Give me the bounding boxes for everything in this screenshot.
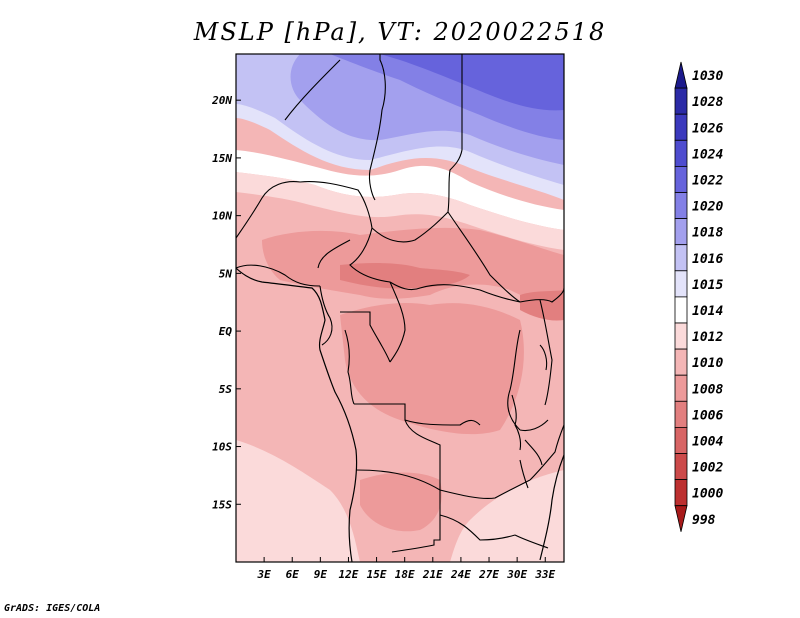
colorbar-label: 1020 (692, 200, 723, 215)
map-frame (235, 53, 565, 563)
lon-tick-label: 24E (450, 568, 471, 581)
field-1012-band (236, 172, 564, 250)
field-1006-region (340, 263, 470, 289)
lat-tick-label: 5S (219, 383, 233, 396)
pressure-field (236, 54, 564, 562)
map-title: MSLP [hPa], VT: 2020022518 (193, 18, 607, 46)
lon-tick-label: 6E (286, 568, 300, 581)
colorbar-swatch (674, 296, 688, 324)
lon-tick-label: 21E (422, 568, 443, 581)
colorbar-swatch (674, 113, 688, 141)
colorbar-label: 1006 (692, 408, 723, 423)
lon-tick-label: 27E (478, 568, 499, 581)
colorbar-swatch (674, 426, 688, 454)
lon-tick-label: 18E (395, 568, 415, 581)
colorbar-label: 1000 (692, 487, 723, 502)
lat-tick-label: 15N (212, 152, 232, 165)
colorbar-swatch (674, 322, 688, 350)
field-1012-southwest (236, 440, 360, 562)
colorbar-label: 1028 (692, 95, 723, 110)
lat-tick-label: 15S (212, 498, 232, 511)
colorbar-label: 1018 (692, 226, 723, 241)
colorbar-label: 1026 (692, 121, 723, 136)
longitude-axis: 3E 6E 9E 12E 15E 18E 21E 24E 27E 30E 33E (256, 557, 556, 581)
colorbar-label: 1024 (692, 147, 723, 162)
colorbar-label: 1030 (692, 69, 723, 84)
field-1014-band (236, 150, 564, 230)
colorbar-swatch (674, 270, 688, 298)
colorbar-swatch-top (674, 61, 688, 89)
colorbar-label: 1002 (692, 461, 723, 476)
colorbar-label: 1014 (692, 304, 723, 319)
colorbar-swatch (674, 348, 688, 376)
colorbar-swatch (674, 139, 688, 167)
colorbar-swatch (674, 218, 688, 246)
field-1006-region-east (520, 290, 564, 321)
lon-tick-label: 30E (506, 568, 527, 581)
colorbar-label: 998 (692, 513, 716, 528)
colorbar-swatch-bottom (674, 505, 688, 532)
colorbar-swatch (674, 165, 688, 193)
colorbar-swatch (674, 244, 688, 272)
colorbar-label: 1010 (692, 356, 723, 371)
lon-tick-label: 15E (367, 568, 387, 581)
colorbar-label: 1022 (692, 173, 723, 188)
field-1008-region-congo (340, 303, 524, 435)
colorbar-label: 1004 (692, 434, 723, 449)
colorbar-swatch (674, 87, 688, 115)
field-1008-region-south (360, 472, 442, 532)
colorbar-swatch (674, 400, 688, 428)
colorbar-swatch (674, 479, 688, 507)
footer-credit: GrADS: IGES/COLA (4, 603, 101, 614)
lat-tick-label: 10N (212, 210, 232, 223)
country-borders (236, 54, 564, 562)
lon-tick-label: 9E (314, 568, 328, 581)
colorbar-label: 1008 (692, 382, 723, 397)
lat-tick-label: 20N (211, 94, 232, 107)
colorbar-swatch (674, 374, 688, 402)
colorbar-label: 1012 (692, 330, 723, 345)
lon-tick-label: 3E (256, 568, 271, 581)
colorbar-label: 1016 (692, 252, 723, 267)
lat-tick-label: 10S (212, 441, 232, 454)
lon-tick-label: 12E (339, 568, 359, 581)
colorbar: 1030 1028 1026 1024 1022 1020 1018 1016 1015 1014… (674, 61, 723, 532)
colorbar-swatch (674, 192, 688, 220)
field-1022-band (380, 54, 564, 111)
lon-tick-label: 33E (534, 568, 555, 581)
lat-tick-label: 5N (219, 267, 233, 280)
latitude-axis: 20N 15N 10N 5N EQ 5S 10S 15S (211, 94, 241, 511)
lat-tick-label: EQ (219, 325, 233, 338)
colorbar-label: 1015 (692, 278, 723, 293)
colorbar-swatch (674, 453, 688, 481)
